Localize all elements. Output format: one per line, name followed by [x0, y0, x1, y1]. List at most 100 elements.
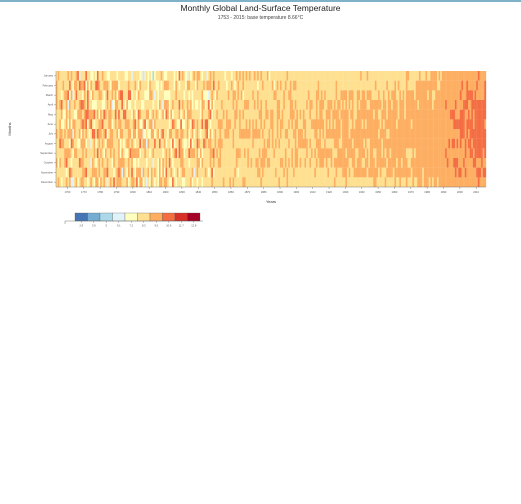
heatmap-cell — [306, 167, 308, 178]
heatmap-cell — [180, 167, 183, 178]
heatmap-cell — [297, 109, 300, 120]
heatmap-cell — [425, 167, 428, 178]
heatmap-cell — [134, 119, 137, 130]
heatmap-cell — [397, 119, 400, 130]
heatmap-cell — [229, 129, 232, 139]
heatmap-cell — [170, 119, 173, 130]
heatmap-cell — [482, 100, 485, 110]
heatmap-cell — [224, 90, 227, 101]
heatmap-cell — [239, 177, 241, 188]
heatmap-cell — [293, 138, 295, 149]
heatmap-cell — [108, 148, 111, 159]
heatmap-cell — [474, 138, 477, 149]
heatmap-cell — [160, 100, 163, 110]
heatmap-cell — [404, 90, 407, 101]
heatmap-cell — [348, 80, 351, 91]
heatmap-cell — [454, 167, 457, 178]
heatmap-cell — [335, 158, 338, 168]
heatmap-cell — [451, 90, 454, 101]
heatmap-cell — [91, 167, 94, 178]
heatmap-cell — [302, 119, 305, 130]
heatmap-cell — [60, 80, 63, 91]
heatmap-cell — [396, 129, 398, 139]
heatmap-cell — [469, 80, 472, 91]
heatmap-cell — [60, 158, 63, 168]
heatmap-cell — [417, 80, 420, 91]
heatmap-cell — [91, 80, 94, 91]
heatmap-cell — [65, 90, 68, 101]
heatmap-cell — [389, 129, 392, 139]
heatmap-cell — [312, 129, 315, 139]
heatmap-cell — [230, 80, 233, 91]
heatmap-cell — [212, 148, 215, 159]
heatmap-cell — [194, 167, 197, 178]
heatmap-cell — [119, 129, 122, 139]
heatmap-cell — [95, 148, 98, 159]
heatmap-cell — [301, 109, 304, 120]
heatmap-cell — [88, 90, 91, 101]
heatmap-cell — [297, 158, 300, 168]
heatmap-cell — [193, 100, 196, 110]
heatmap-cell — [356, 158, 359, 168]
heatmap-cell — [239, 129, 241, 139]
heatmap-cell — [124, 138, 127, 149]
heatmap-cell — [113, 100, 115, 110]
heatmap-cell — [355, 129, 357, 139]
heatmap-cell — [283, 71, 286, 81]
heatmap-cell — [194, 158, 197, 168]
heatmap-cell — [415, 90, 418, 101]
heatmap-cell — [127, 158, 130, 168]
heatmap-cell — [173, 80, 176, 91]
heatmap-cell — [247, 71, 250, 81]
heatmap-cell — [90, 177, 93, 188]
heatmap-cell — [105, 100, 107, 110]
heatmap-cell — [400, 109, 403, 120]
heatmap-cell — [353, 90, 356, 101]
heatmap-cell — [307, 100, 310, 110]
heatmap-cell — [276, 138, 279, 149]
heatmap-cell — [482, 158, 485, 168]
heatmap-cell — [386, 148, 389, 159]
heatmap-cell — [204, 109, 207, 120]
heatmap-cell — [404, 167, 407, 178]
heatmap-cell — [183, 129, 186, 139]
heatmap-cell — [106, 177, 109, 188]
heatmap-cell — [262, 167, 264, 178]
heatmap-cell — [281, 80, 284, 91]
heatmap-cell — [139, 109, 142, 120]
heatmap-cell — [463, 71, 465, 81]
heatmap-cell — [361, 109, 364, 120]
heatmap-cell — [260, 158, 263, 168]
heatmap-cell — [361, 158, 364, 168]
heatmap-cell — [381, 138, 384, 149]
heatmap-cell — [333, 90, 336, 101]
heatmap-cell — [98, 158, 101, 168]
heatmap-cell — [278, 129, 281, 139]
heatmap-cell — [230, 119, 233, 130]
heatmap-cell — [127, 138, 130, 149]
heatmap-cell — [150, 119, 153, 130]
heatmap-cell — [469, 71, 472, 81]
heatmap-cell — [330, 90, 333, 101]
heatmap-cell — [405, 90, 408, 101]
heatmap-cell — [106, 158, 109, 168]
x-tick-label: 1980 — [424, 190, 430, 194]
heatmap-cell — [73, 148, 76, 159]
heatmap-cell — [288, 129, 290, 139]
heatmap-cell — [304, 167, 307, 178]
heatmap-cell — [365, 100, 367, 110]
heatmap-cell — [176, 100, 179, 110]
heatmap-cell — [159, 138, 161, 149]
heatmap-cell — [350, 71, 353, 81]
heatmap-cell — [201, 177, 204, 188]
heatmap-cell — [244, 119, 246, 130]
heatmap-cell — [337, 90, 339, 101]
heatmap-cell — [340, 80, 343, 91]
heatmap-cell — [186, 90, 189, 101]
heatmap-cell — [363, 148, 366, 159]
heatmap-cell — [80, 177, 83, 188]
heatmap-cell — [288, 109, 290, 120]
heatmap-cell — [466, 109, 469, 120]
heatmap-cell — [80, 109, 83, 120]
heatmap-cell — [361, 71, 364, 81]
